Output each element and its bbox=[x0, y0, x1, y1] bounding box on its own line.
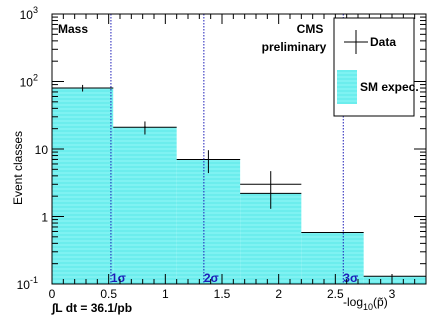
x-tick-label: 0 bbox=[49, 287, 56, 301]
y-tick-label: 103 bbox=[20, 5, 38, 22]
legend-data-label: Data bbox=[370, 35, 396, 49]
x-tick-label: 2.5 bbox=[327, 287, 344, 301]
y-tick-label: 10 bbox=[35, 143, 49, 157]
luminosity-label: ∫L dt = 36.1/pb bbox=[51, 301, 132, 315]
sm-bar-1 bbox=[113, 127, 177, 284]
legend-sm-swatch bbox=[337, 70, 357, 104]
legend: Data SM expec. bbox=[333, 17, 419, 117]
x-axis-label: -log10(p̃) bbox=[343, 295, 388, 312]
sm-histogram bbox=[52, 87, 426, 284]
sigma-label-3: 3σ bbox=[343, 271, 358, 285]
x-tick-label: 0.5 bbox=[100, 287, 117, 301]
preliminary-label: preliminary bbox=[262, 40, 327, 54]
y-axis: 10-1 1 10 102 103 bbox=[17, 5, 426, 292]
cms-label: CMS bbox=[297, 22, 324, 36]
sigma-label-1: 1σ bbox=[111, 271, 126, 285]
y-tick-label: 1 bbox=[41, 211, 48, 225]
y-axis-label: Event classes bbox=[11, 131, 25, 205]
x-axis: 0 0.5 1 1.5 2 2.5 3 bbox=[49, 14, 427, 301]
chart-title-mass: Mass bbox=[58, 22, 88, 36]
sigma-label-2: 2σ bbox=[204, 271, 219, 285]
x-tick-label: 1 bbox=[162, 287, 169, 301]
y-tick-label: 10-1 bbox=[17, 275, 38, 292]
sm-bar-2 bbox=[176, 159, 241, 284]
sm-bar-0 bbox=[52, 88, 114, 284]
legend-sm-label: SM expec. bbox=[360, 80, 419, 94]
x-tick-label: 3 bbox=[389, 287, 396, 301]
sm-bar-5 bbox=[363, 276, 426, 284]
x-tick-label: 2 bbox=[275, 287, 282, 301]
x-tick-label: 1.5 bbox=[214, 287, 231, 301]
sm-bar-4 bbox=[301, 232, 364, 284]
data-points bbox=[52, 84, 302, 209]
y-tick-label: 102 bbox=[20, 73, 38, 90]
